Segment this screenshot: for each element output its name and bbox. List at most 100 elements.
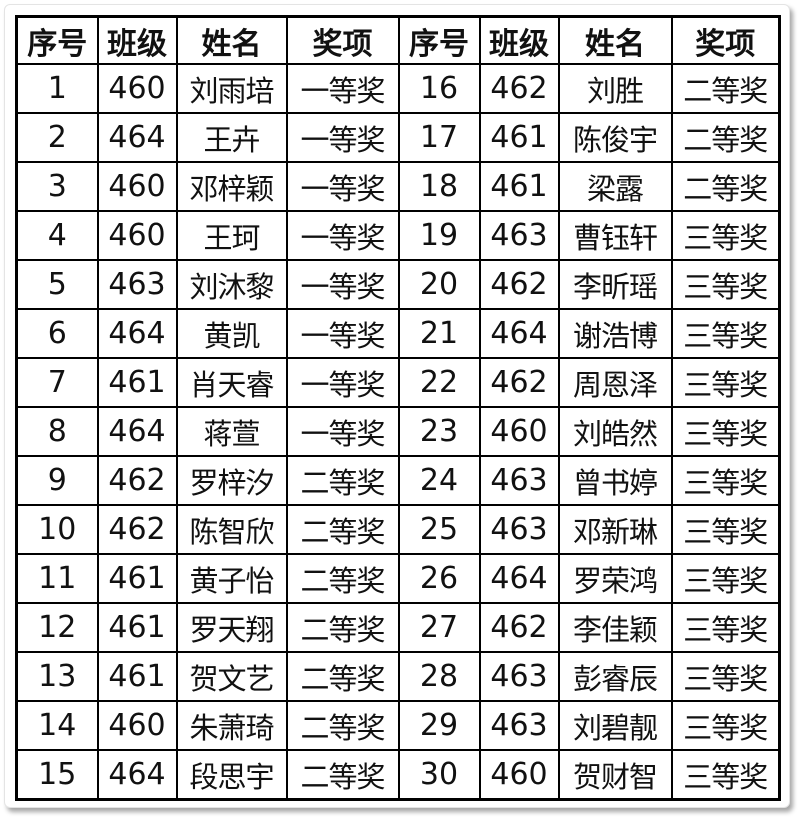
- number-cell: 30: [397, 749, 481, 801]
- table-row: 1 460 刘雨培 一等奖 16 462 刘胜 二等奖: [15, 63, 781, 114]
- award-cell: 一等奖: [285, 112, 400, 163]
- name-cell: 李佳颖: [557, 602, 673, 653]
- award-cell: 二等奖: [285, 749, 400, 801]
- class-cell: 461: [96, 651, 178, 702]
- class-cell: 460: [96, 161, 178, 212]
- number-cell: 7: [15, 357, 99, 408]
- name-cell: 肖天睿: [175, 357, 288, 408]
- number-cell: 3: [15, 161, 99, 212]
- class-cell: 462: [96, 455, 178, 506]
- award-cell: 三等奖: [670, 357, 781, 408]
- class-cell: 464: [96, 749, 178, 801]
- award-cell: 三等奖: [670, 210, 781, 261]
- name-cell: 罗荣鸿: [557, 553, 673, 604]
- number-cell: 18: [397, 161, 481, 212]
- award-cell: 一等奖: [285, 406, 400, 457]
- award-cell: 三等奖: [670, 504, 781, 555]
- name-cell: 刘沐黎: [175, 259, 288, 310]
- class-cell: 461: [96, 602, 178, 653]
- class-cell: 464: [478, 308, 560, 359]
- name-cell: 罗天翔: [175, 602, 288, 653]
- name-cell: 段思宇: [175, 749, 288, 801]
- name-cell: 曹钰轩: [557, 210, 673, 261]
- number-cell: 8: [15, 406, 99, 457]
- number-cell: 17: [397, 112, 481, 163]
- award-cell: 三等奖: [670, 700, 781, 751]
- name-cell: 黄凯: [175, 308, 288, 359]
- number-cell: 20: [397, 259, 481, 310]
- number-cell: 1: [15, 63, 99, 114]
- name-cell: 贺文艺: [175, 651, 288, 702]
- class-cell: 463: [478, 504, 560, 555]
- number-cell: 10: [15, 504, 99, 555]
- class-cell: 461: [478, 161, 560, 212]
- class-cell: 461: [96, 357, 178, 408]
- name-cell: 李昕瑶: [557, 259, 673, 310]
- award-cell: 三等奖: [670, 749, 781, 801]
- name-cell: 王珂: [175, 210, 288, 261]
- class-cell: 463: [478, 210, 560, 261]
- award-cell: 三等奖: [670, 406, 781, 457]
- number-cell: 15: [15, 749, 99, 801]
- header-award: 奖项: [670, 15, 781, 65]
- award-cell: 一等奖: [285, 259, 400, 310]
- name-cell: 刘雨培: [175, 63, 288, 114]
- number-cell: 22: [397, 357, 481, 408]
- table-row: 5 463 刘沐黎 一等奖 20 462 李昕瑶 三等奖: [15, 259, 781, 310]
- class-cell: 462: [478, 63, 560, 114]
- award-cell: 三等奖: [670, 553, 781, 604]
- number-cell: 27: [397, 602, 481, 653]
- name-cell: 刘胜: [557, 63, 673, 114]
- number-cell: 26: [397, 553, 481, 604]
- name-cell: 陈俊宇: [557, 112, 673, 163]
- class-cell: 462: [478, 259, 560, 310]
- number-cell: 4: [15, 210, 99, 261]
- header-row: 序号 班级 姓名 奖项 序号 班级 姓名 奖项: [15, 15, 781, 65]
- table-row: 12 461 罗天翔 二等奖 27 462 李佳颖 三等奖: [15, 602, 781, 653]
- number-cell: 25: [397, 504, 481, 555]
- number-cell: 14: [15, 700, 99, 751]
- number-cell: 23: [397, 406, 481, 457]
- table-row: 8 464 蒋萱 一等奖 23 460 刘皓然 三等奖: [15, 406, 781, 457]
- table-row: 11 461 黄子怡 二等奖 26 464 罗荣鸿 三等奖: [15, 553, 781, 604]
- table-row: 7 461 肖天睿 一等奖 22 462 周恩泽 三等奖: [15, 357, 781, 408]
- award-cell: 二等奖: [670, 161, 781, 212]
- header-number: 序号: [15, 15, 99, 65]
- class-cell: 460: [96, 700, 178, 751]
- class-cell: 460: [96, 63, 178, 114]
- name-cell: 彭睿辰: [557, 651, 673, 702]
- class-cell: 463: [96, 259, 178, 310]
- award-cell: 一等奖: [285, 308, 400, 359]
- class-cell: 461: [96, 553, 178, 604]
- award-cell: 二等奖: [285, 651, 400, 702]
- number-cell: 19: [397, 210, 481, 261]
- table-row: 14 460 朱萧琦 二等奖 29 463 刘碧靓 三等奖: [15, 700, 781, 751]
- award-cell: 三等奖: [670, 602, 781, 653]
- number-cell: 24: [397, 455, 481, 506]
- name-cell: 陈智欣: [175, 504, 288, 555]
- header-class: 班级: [96, 15, 178, 65]
- name-cell: 邓新琳: [557, 504, 673, 555]
- header-award: 奖项: [285, 15, 400, 65]
- class-cell: 460: [478, 406, 560, 457]
- table-row: 9 462 罗梓汐 二等奖 24 463 曾书婷 三等奖: [15, 455, 781, 506]
- name-cell: 刘碧靓: [557, 700, 673, 751]
- number-cell: 6: [15, 308, 99, 359]
- class-cell: 462: [96, 504, 178, 555]
- award-cell: 一等奖: [285, 161, 400, 212]
- name-cell: 曾书婷: [557, 455, 673, 506]
- class-cell: 460: [96, 210, 178, 261]
- number-cell: 12: [15, 602, 99, 653]
- table-row: 2 464 王卉 一等奖 17 461 陈俊宇 二等奖: [15, 112, 781, 163]
- award-cell: 二等奖: [670, 63, 781, 114]
- name-cell: 罗梓汐: [175, 455, 288, 506]
- class-cell: 464: [478, 553, 560, 604]
- table-row: 10 462 陈智欣 二等奖 25 463 邓新琳 三等奖: [15, 504, 781, 555]
- header-name: 姓名: [175, 15, 288, 65]
- award-cell: 二等奖: [285, 700, 400, 751]
- award-cell: 三等奖: [670, 651, 781, 702]
- name-cell: 周恩泽: [557, 357, 673, 408]
- number-cell: 5: [15, 259, 99, 310]
- number-cell: 2: [15, 112, 99, 163]
- class-cell: 462: [478, 357, 560, 408]
